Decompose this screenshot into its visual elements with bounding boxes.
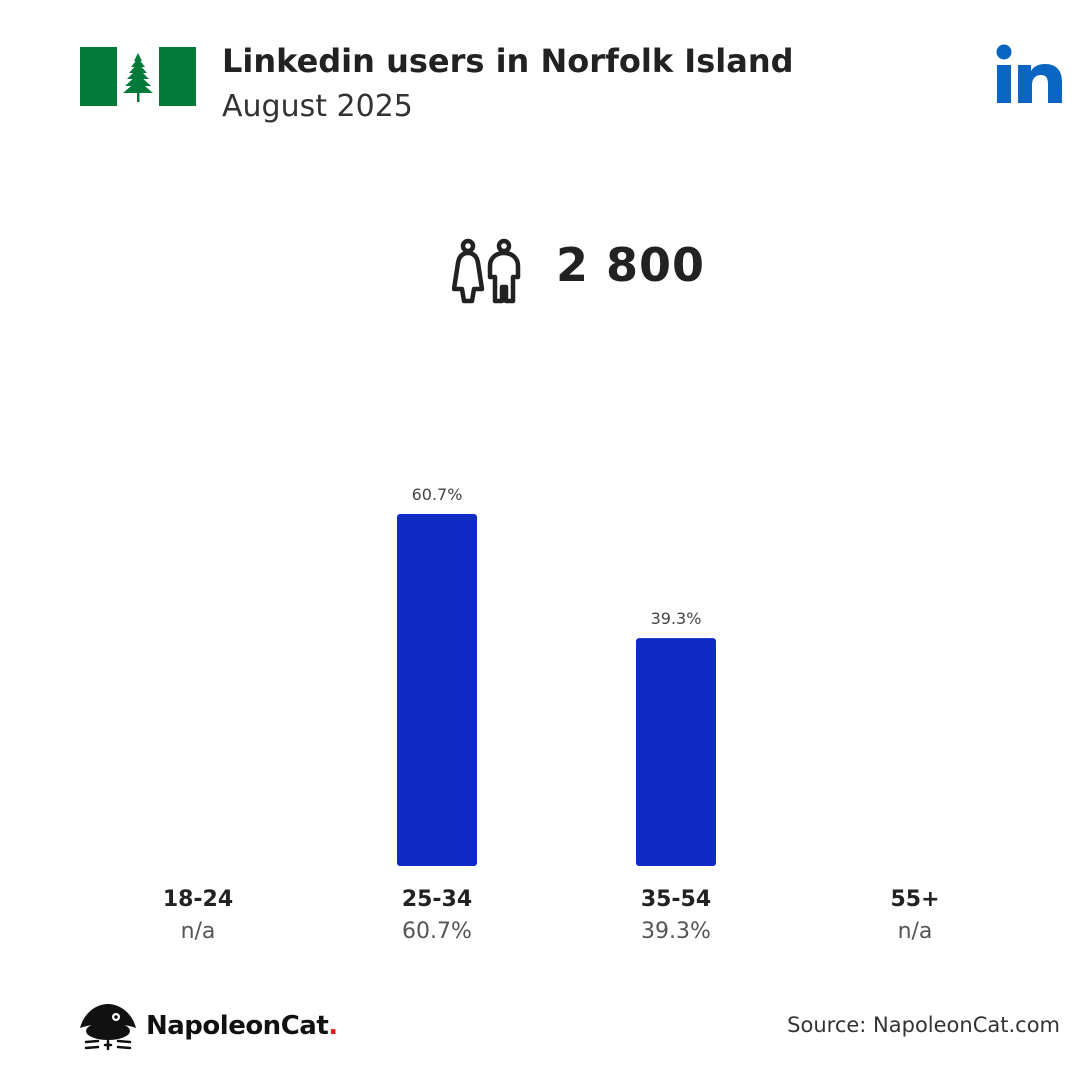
- bar-value-label: 39.3%: [651, 609, 702, 628]
- category-value: 39.3%: [641, 919, 711, 944]
- category-label: 35-54: [641, 887, 711, 912]
- brand-name: NapoleonCat.: [146, 1011, 338, 1041]
- linkedin-logo-icon: [996, 44, 1062, 103]
- norfolk-island-flag-icon: [80, 47, 196, 106]
- category-value: n/a: [181, 919, 216, 944]
- bar-35-54: [636, 638, 716, 866]
- napoleoncat-logo-icon: [80, 1004, 136, 1051]
- category-label: 25-34: [402, 887, 472, 912]
- page-subtitle: August 2025: [222, 89, 413, 124]
- bar-25-34: [397, 514, 477, 866]
- napoleoncat-brand: NapoleonCat.: [78, 1000, 338, 1052]
- source-credit: Source: NapoleonCat.com: [787, 1013, 1060, 1037]
- total-users-value: 2 800: [556, 238, 706, 292]
- category-value: n/a: [898, 919, 933, 944]
- male-female-users-icon: [452, 238, 521, 304]
- category-value: 60.7%: [402, 919, 472, 944]
- category-label: 55+: [890, 887, 939, 912]
- bar-value-label: 60.7%: [412, 485, 463, 504]
- category-label: 18-24: [163, 887, 233, 912]
- page-title: Linkedin users in Norfolk Island: [222, 42, 794, 80]
